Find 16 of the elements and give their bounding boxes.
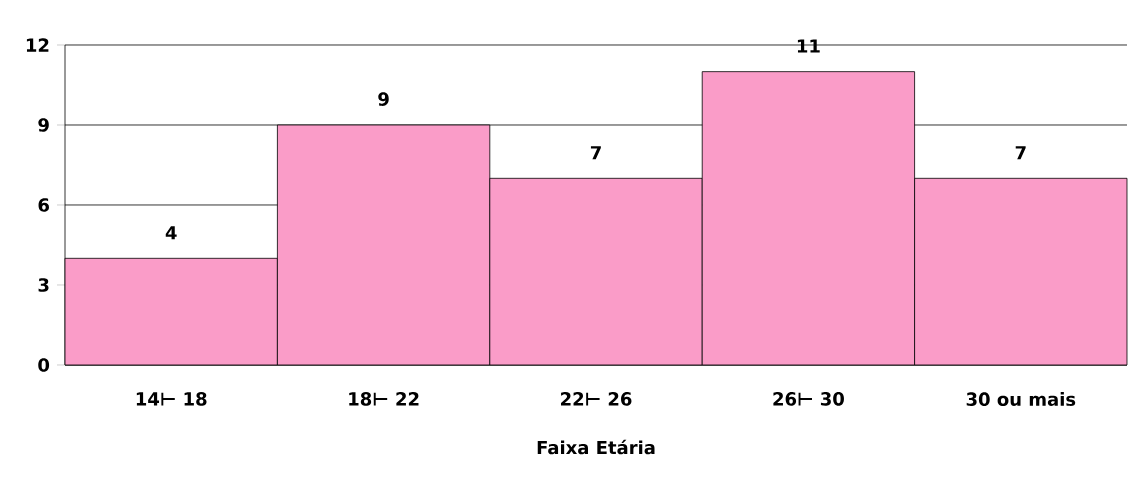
x-tick-label: 26⊢ 30 (773, 392, 844, 406)
x-tick-label: 18⊢ 22 (349, 392, 419, 406)
y-tick-label: 6 (38, 198, 49, 212)
x-tick-label: 30 ou mais (966, 392, 1076, 406)
y-tick-label: 0 (38, 358, 50, 372)
y-tick-label: 9 (38, 118, 49, 132)
data-label: 7 (590, 146, 601, 160)
x-tick-label: 14⊢ 18 (136, 392, 207, 406)
y-tick-label: 3 (38, 278, 49, 292)
x-axis-title: Faixa Etária (537, 439, 655, 455)
y-tick-label: 12 (26, 38, 49, 52)
data-label: 7 (1015, 146, 1026, 160)
data-label: 11 (797, 39, 820, 53)
data-label: 4 (165, 226, 177, 240)
data-label: 9 (378, 92, 389, 106)
x-tick-label: 22⊢ 26 (561, 392, 632, 406)
